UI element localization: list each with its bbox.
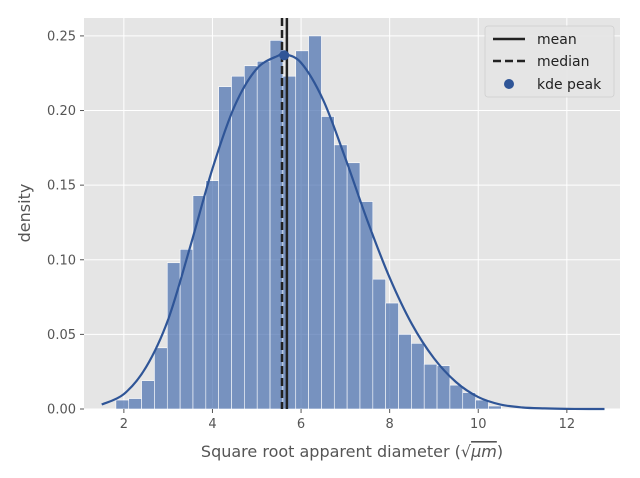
y-axis-label: density — [15, 184, 34, 243]
y-axis-ticks: 0.00 0.05 0.10 0.15 0.20 0.25 — [47, 29, 84, 418]
y-tick-label: 0.25 — [47, 29, 76, 44]
histogram-bar — [154, 347, 168, 410]
histogram-bar — [141, 380, 155, 410]
histogram-bar — [115, 399, 130, 410]
histogram-bar — [346, 162, 361, 410]
histogram-bar — [398, 334, 412, 410]
reference-lines — [279, 18, 290, 409]
histogram-bar — [423, 363, 438, 410]
legend-box — [484, 25, 615, 98]
histogram-bar — [218, 86, 232, 410]
histogram-bar — [333, 144, 348, 410]
histogram-bars — [115, 35, 502, 410]
y-tick-label: 0.15 — [47, 179, 76, 194]
x-tick-label: 12 — [559, 417, 576, 432]
histogram-bar — [385, 302, 399, 410]
y-tick-label: 0.05 — [47, 328, 76, 343]
x-axis-ticks: 2 4 6 8 10 12 — [120, 409, 575, 432]
legend-mean-label: mean — [537, 32, 577, 48]
histogram-bar — [282, 75, 297, 410]
histogram-bar — [488, 405, 502, 410]
legend-kde-peak-label: kde peak — [537, 77, 602, 93]
x-tick-label: 10 — [470, 417, 487, 432]
histogram-bar — [436, 365, 451, 410]
legend-kde-peak-swatch — [504, 79, 514, 89]
histogram-bar — [231, 75, 245, 410]
legend-median-label: median — [537, 54, 589, 70]
y-tick-label: 0.20 — [47, 104, 76, 119]
histogram-bar — [321, 116, 335, 410]
histogram-bar — [295, 50, 309, 410]
histogram-bar — [128, 398, 142, 410]
histogram-bar — [372, 278, 386, 410]
histogram-bar — [475, 399, 489, 410]
histogram-bar — [411, 343, 425, 410]
kde-peak-marker — [279, 50, 290, 61]
histogram-bar — [256, 60, 271, 410]
x-tick-label: 6 — [297, 417, 305, 432]
y-tick-label: 0.10 — [47, 253, 76, 268]
legend: mean median kde peak — [484, 25, 615, 98]
histogram-bar — [244, 65, 258, 410]
kde-curve-group — [101, 51, 605, 411]
x-axis-label: Square root apparent diameter (√μm) — [201, 442, 503, 461]
y-tick-label: 0.00 — [47, 403, 76, 418]
histogram-bar — [449, 384, 464, 410]
kde-curve — [101, 51, 605, 411]
x-tick-label: 4 — [208, 417, 216, 432]
x-tick-label: 2 — [120, 417, 128, 432]
x-tick-label: 8 — [386, 417, 394, 432]
histogram-bar — [205, 180, 219, 410]
